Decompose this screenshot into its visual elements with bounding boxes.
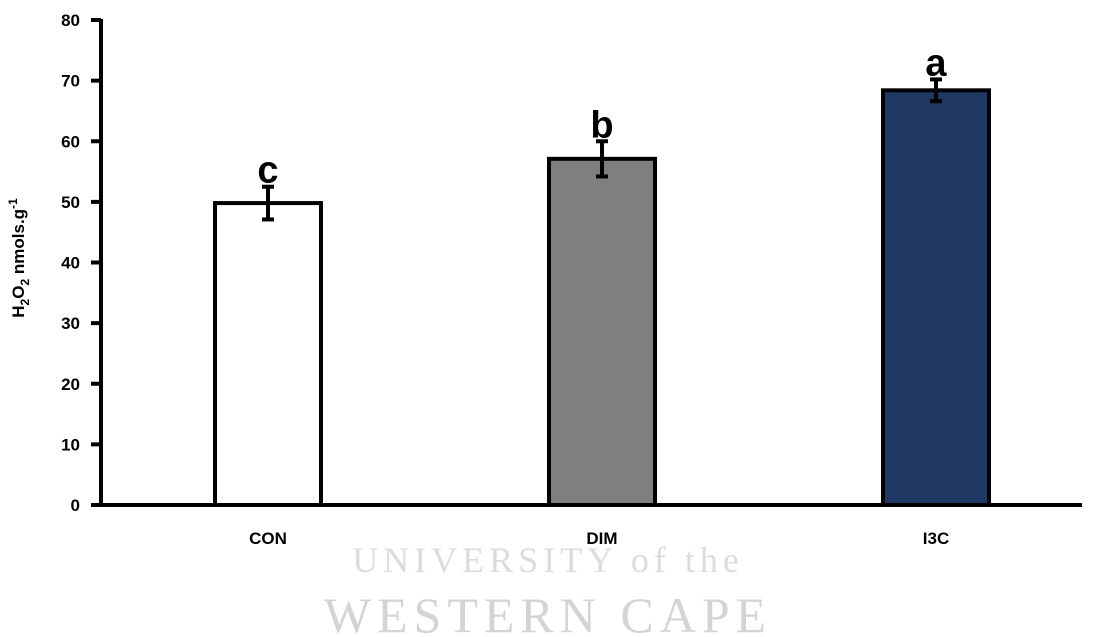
bars: c b a bbox=[213, 42, 991, 508]
y-axis-label-group: H2O2 nmols.g-1 bbox=[6, 198, 32, 318]
watermark-line-2: WESTERN CAPE bbox=[324, 587, 772, 637]
y-label-part-2: O bbox=[9, 286, 28, 299]
y-label-part-3: nmols.g bbox=[9, 209, 28, 279]
bar-dim bbox=[547, 156, 657, 508]
bar-i3c bbox=[881, 88, 991, 507]
watermark-line-1: UNIVERSITY of the bbox=[352, 540, 744, 580]
y-axis-label: H2O2 nmols.g-1 bbox=[6, 198, 32, 318]
y-tick-label-60: 60 bbox=[61, 132, 80, 151]
y-label-part-1: H bbox=[9, 305, 28, 317]
y-label-subscript-2: 2 bbox=[18, 279, 32, 286]
y-label-subscript-1: 2 bbox=[18, 298, 32, 305]
x-tick-label-dim: DIM bbox=[586, 529, 617, 548]
y-tick-label-10: 10 bbox=[61, 435, 80, 454]
y-tick-label-40: 40 bbox=[61, 254, 80, 273]
y-tick-label-30: 30 bbox=[61, 314, 80, 333]
y-tick-label-70: 70 bbox=[61, 72, 80, 91]
significance-letter-dim: b bbox=[590, 104, 613, 146]
watermark: UNIVERSITY of the WESTERN CAPE bbox=[324, 540, 772, 637]
significance-letter-i3c: a bbox=[925, 42, 947, 84]
significance-letter-con: c bbox=[257, 150, 278, 192]
x-tick-label-i3c: I3C bbox=[923, 529, 949, 548]
y-tick-label-0: 0 bbox=[71, 496, 80, 515]
bar-con bbox=[213, 201, 323, 507]
y-label-superscript: -1 bbox=[6, 198, 20, 209]
y-tick-label-20: 20 bbox=[61, 375, 80, 394]
x-tick-label-con: CON bbox=[249, 529, 287, 548]
y-tick-label-50: 50 bbox=[61, 193, 80, 212]
axes: CON DIM I3C 0 10 20 30 40 50 60 70 80 bbox=[61, 11, 1082, 548]
y-tick-label-80: 80 bbox=[61, 11, 80, 30]
